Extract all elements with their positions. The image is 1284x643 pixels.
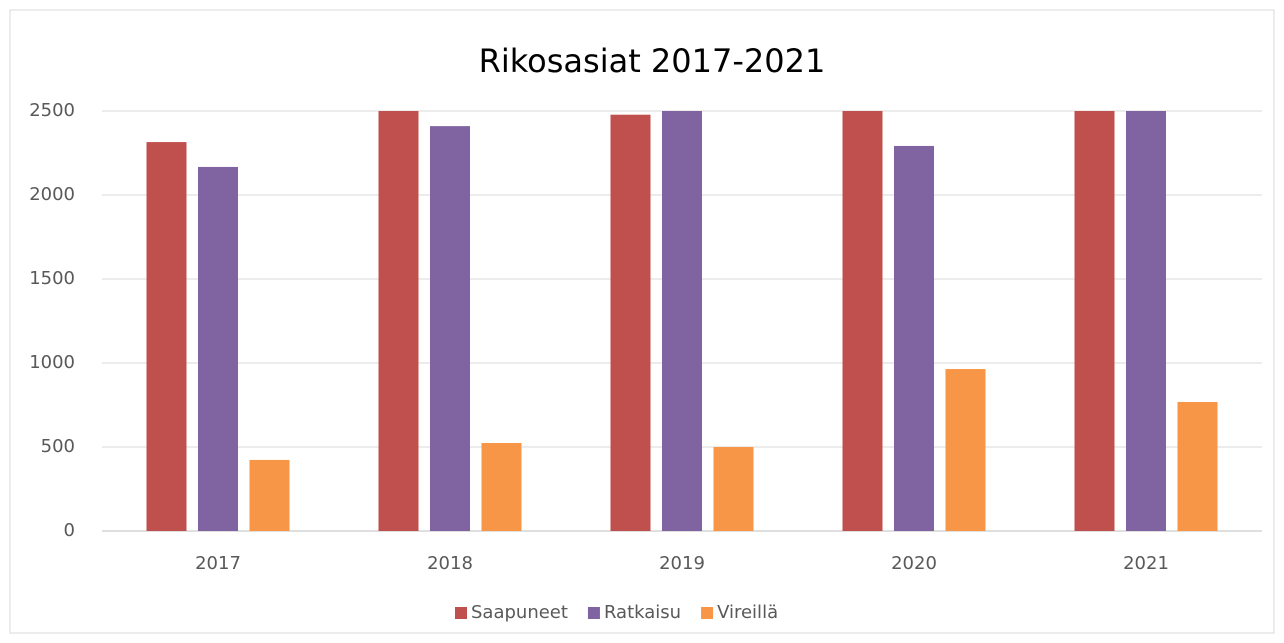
x-tick-label: 2020 [891, 553, 937, 574]
x-tick-label: 2017 [195, 553, 241, 574]
bar [1126, 111, 1166, 531]
bar [1074, 111, 1115, 531]
bar [842, 111, 883, 531]
x-tick-label: 2019 [659, 553, 705, 574]
legend-swatch [587, 607, 600, 619]
y-tick-label: 2000 [29, 184, 75, 205]
y-tick-label: 1000 [29, 352, 75, 373]
legend-label: Vireillä [717, 602, 778, 623]
bar [481, 442, 522, 531]
y-tick-label: 500 [41, 436, 75, 457]
bar [249, 459, 290, 531]
legend-swatch [701, 607, 714, 619]
legend-label: Saapuneet [471, 602, 568, 623]
bar [662, 111, 702, 531]
bar [146, 142, 187, 531]
legend-label: Ratkaisu [604, 602, 681, 623]
legend-swatch [455, 607, 467, 619]
chart-title: Rikosasiat 2017-2021 [479, 42, 826, 80]
x-tick-label: 2021 [1123, 553, 1169, 574]
x-tick-label: 2018 [427, 553, 473, 574]
bar [713, 447, 754, 531]
bar [378, 111, 419, 531]
bar [894, 145, 934, 531]
y-tick-label: 2500 [29, 100, 75, 121]
bar [945, 369, 986, 531]
bar [610, 114, 651, 532]
bar [198, 166, 238, 531]
y-tick-label: 0 [64, 520, 75, 541]
y-tick-label: 1500 [29, 268, 75, 289]
bar [430, 126, 470, 532]
bar [1177, 401, 1218, 531]
